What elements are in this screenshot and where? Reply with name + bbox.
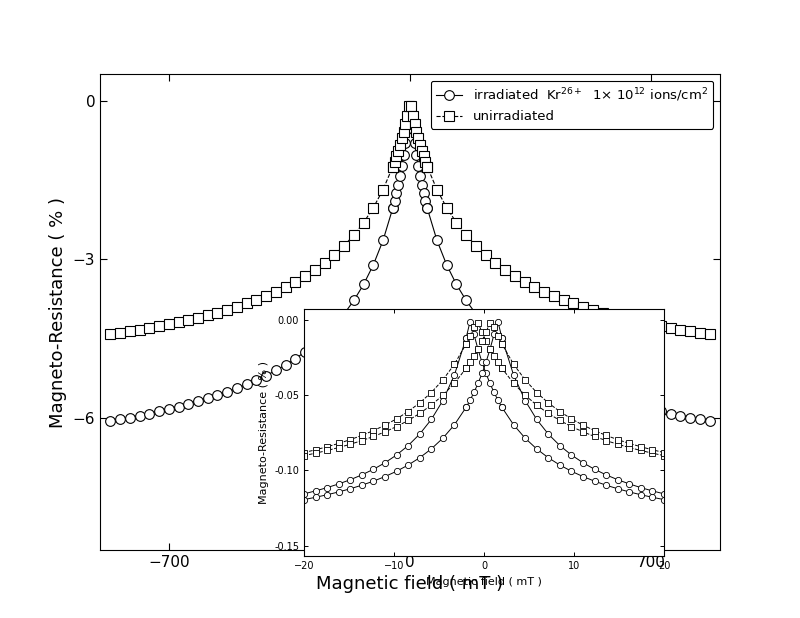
irradiated  Kr$^{26+}$  1× 10$^{12}$ ions/cm$^{2}$	[397, 162, 406, 169]
irradiated  Kr$^{26+}$  1× 10$^{12}$ ions/cm$^{2}$	[705, 417, 714, 425]
unirradiated	[404, 103, 414, 110]
unirradiated	[471, 242, 481, 250]
X-axis label: Magnetic field ( mT ): Magnetic field ( mT )	[317, 575, 503, 593]
X-axis label: Magnetic field ( mT ): Magnetic field ( mT )	[426, 577, 542, 586]
Legend: irradiated  Kr$^{26+}$  1× 10$^{12}$ ions/cm$^{2}$, unirradiated: irradiated Kr$^{26+}$ 1× 10$^{12}$ ions/…	[430, 81, 714, 129]
irradiated  Kr$^{26+}$  1× 10$^{12}$ ions/cm$^{2}$	[442, 261, 451, 269]
irradiated  Kr$^{26+}$  1× 10$^{12}$ ions/cm$^{2}$	[422, 205, 432, 212]
Line: irradiated  Kr$^{26+}$  1× 10$^{12}$ ions/cm$^{2}$: irradiated Kr$^{26+}$ 1× 10$^{12}$ ions/…	[106, 108, 714, 426]
Line: unirradiated: unirradiated	[106, 101, 714, 339]
irradiated  Kr$^{26+}$  1× 10$^{12}$ ions/cm$^{2}$	[421, 197, 430, 205]
unirradiated	[442, 204, 451, 211]
unirradiated	[106, 331, 115, 338]
irradiated  Kr$^{26+}$  1× 10$^{12}$ ions/cm$^{2}$	[627, 400, 637, 408]
unirradiated	[397, 135, 406, 142]
unirradiated	[421, 158, 430, 166]
unirradiated	[422, 163, 432, 171]
unirradiated	[627, 316, 637, 324]
irradiated  Kr$^{26+}$  1× 10$^{12}$ ions/cm$^{2}$	[404, 109, 414, 116]
unirradiated	[705, 331, 714, 338]
Y-axis label: Magneto-Resistance ( % ): Magneto-Resistance ( % )	[49, 197, 67, 428]
irradiated  Kr$^{26+}$  1× 10$^{12}$ ions/cm$^{2}$	[106, 417, 115, 425]
Y-axis label: Magneto-Resistance ( % ): Magneto-Resistance ( % )	[258, 361, 269, 504]
irradiated  Kr$^{26+}$  1× 10$^{12}$ ions/cm$^{2}$	[471, 310, 481, 318]
